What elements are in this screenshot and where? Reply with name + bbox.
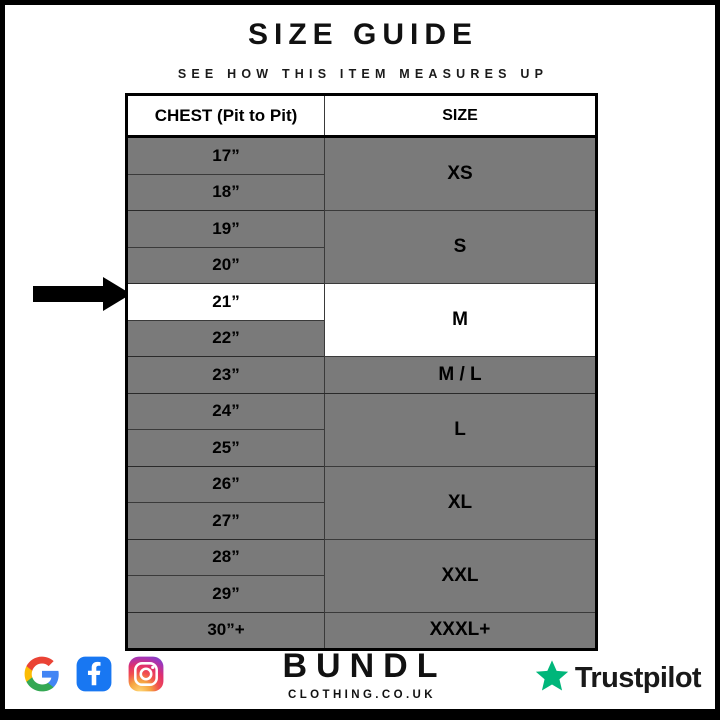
measurement-cell: 25” bbox=[126, 429, 325, 467]
page-subtitle: SEE HOW THIS ITEM MEASURES UP bbox=[177, 67, 549, 81]
header: SIZE GUIDE SEE HOW THIS ITEM MEASURES UP bbox=[5, 5, 715, 81]
measurement-cell: 29” bbox=[126, 575, 325, 613]
size-cell: XS bbox=[324, 136, 597, 211]
social-icons bbox=[23, 655, 165, 693]
table-row: 18” bbox=[126, 173, 597, 211]
table-row: 27” bbox=[126, 502, 597, 540]
measurement-cell: 27” bbox=[126, 502, 325, 540]
table-row: 29” bbox=[126, 575, 597, 613]
measurement-cell: 20” bbox=[126, 246, 325, 284]
size-cell: M bbox=[324, 283, 597, 357]
measurement-cell: 18” bbox=[126, 173, 325, 211]
size-table: CHEST (Pit to Pit) SIZE 17” XS 18” 19” S 20” 2… bbox=[125, 93, 598, 651]
size-cell: S bbox=[324, 210, 597, 284]
trustpilot-star-icon bbox=[533, 657, 571, 700]
column-header-chest: CHEST (Pit to Pit) bbox=[126, 94, 325, 138]
table-row: 28” XXL bbox=[126, 538, 597, 613]
table-row: 30”+ XXXL+ bbox=[126, 611, 597, 650]
measurement-cell: 22” bbox=[126, 319, 325, 357]
size-cell: XXL bbox=[324, 538, 597, 613]
size-cell: XL bbox=[324, 465, 597, 540]
facebook-icon[interactable] bbox=[75, 655, 113, 693]
measurement-cell: 17” bbox=[126, 136, 325, 175]
measurement-cell: 24” bbox=[126, 392, 325, 430]
column-header-size: SIZE bbox=[324, 94, 597, 138]
measurement-cell: 30”+ bbox=[126, 611, 325, 650]
google-icon[interactable] bbox=[23, 655, 61, 693]
table-row: 20” bbox=[126, 246, 597, 284]
footer: BUNDL CLOTHING.CO.UK Trustpilot bbox=[5, 641, 715, 709]
trustpilot-logo: Trustpilot bbox=[533, 657, 702, 700]
table-row: 24” L bbox=[126, 392, 597, 467]
table-row: 23” M / L bbox=[126, 356, 597, 394]
right-arrow-icon bbox=[33, 277, 131, 311]
measurement-cell: 23” bbox=[126, 356, 325, 394]
size-cell: XXXL+ bbox=[324, 611, 597, 650]
measurement-cell: 21” bbox=[126, 283, 325, 321]
table-row: 21” M bbox=[126, 283, 597, 357]
table-row: 19” S bbox=[126, 210, 597, 284]
page-title: SIZE GUIDE bbox=[247, 18, 479, 51]
table-body: 17” XS 18” 19” S 20” 21” M 22” 23” M / L 24” L 25” 26”… bbox=[126, 136, 597, 650]
table-row: 17” XS bbox=[126, 136, 597, 211]
measurement-cell: 28” bbox=[126, 538, 325, 576]
trustpilot-wordmark: Trustpilot bbox=[574, 662, 702, 694]
table-row: 25” bbox=[126, 429, 597, 467]
measurement-cell: 26” bbox=[126, 465, 325, 503]
instagram-icon[interactable] bbox=[127, 655, 165, 693]
size-cell: M / L bbox=[324, 356, 597, 394]
table-row: 26” XL bbox=[126, 465, 597, 540]
size-table-wrapper: CHEST (Pit to Pit) SIZE 17” XS 18” 19” S 20” 2… bbox=[125, 93, 598, 651]
measurement-cell: 19” bbox=[126, 210, 325, 248]
table-header-row: CHEST (Pit to Pit) SIZE bbox=[126, 94, 597, 138]
size-cell: L bbox=[324, 392, 597, 467]
